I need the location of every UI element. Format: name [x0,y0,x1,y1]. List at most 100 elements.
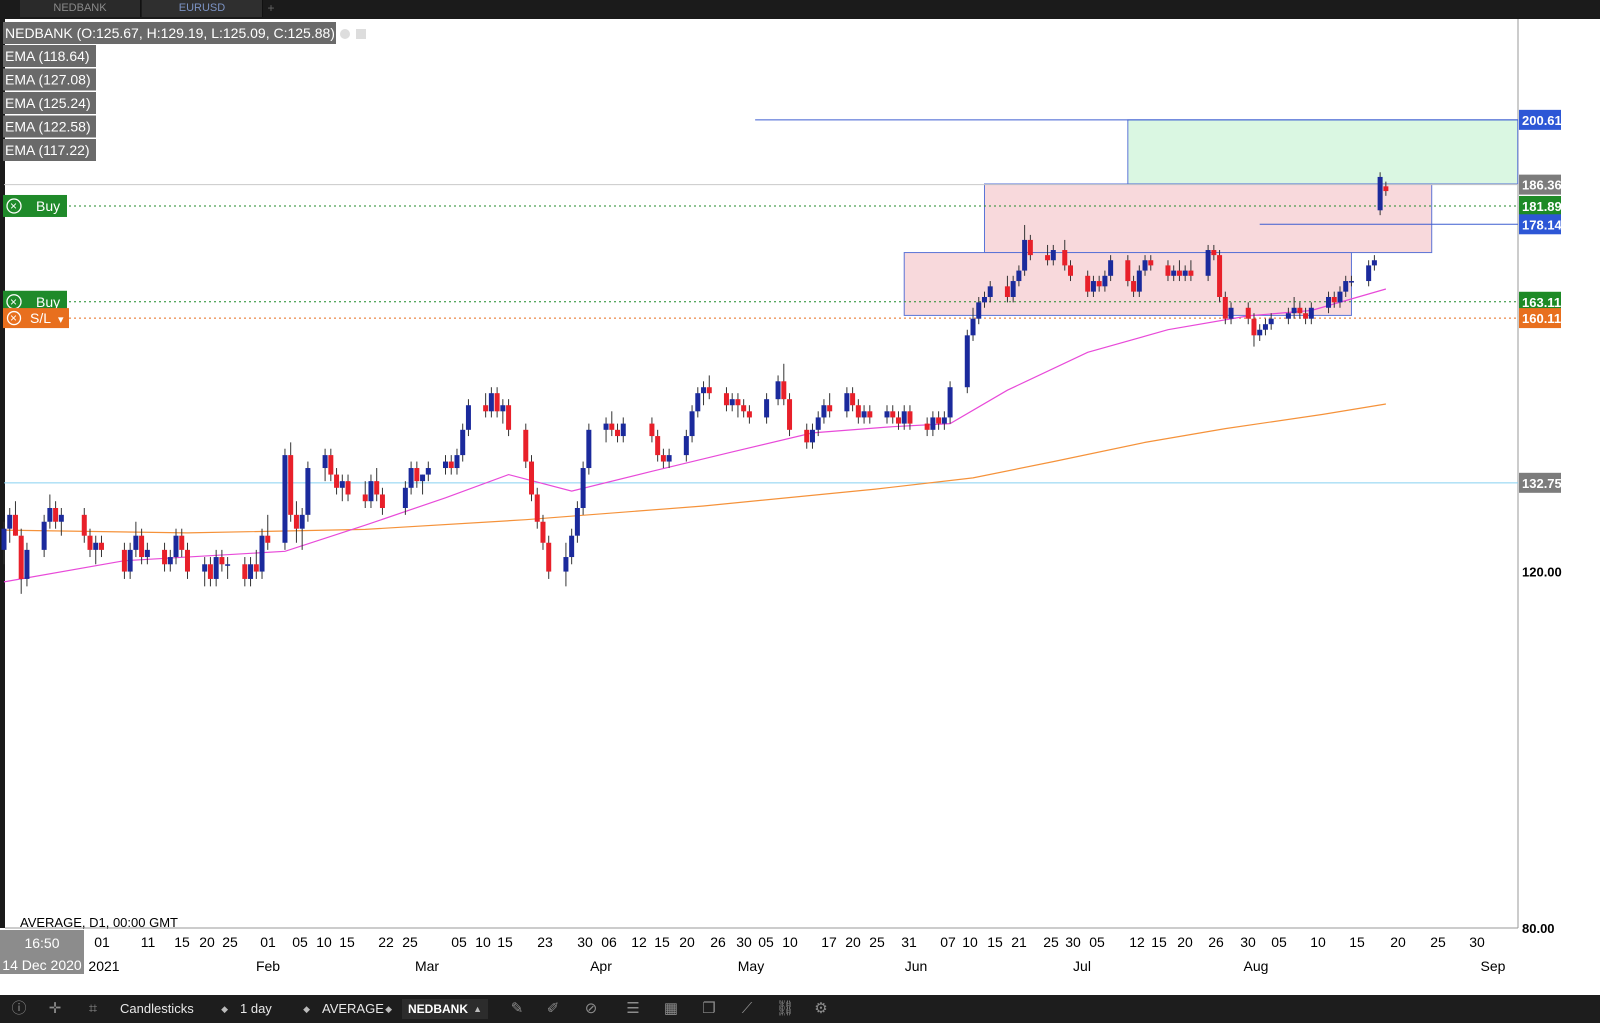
candle [87,528,93,558]
candle [540,514,546,550]
price-label-box-1 [1519,174,1561,195]
candle [563,542,569,587]
candle [259,528,265,579]
order-close-icon-2[interactable] [6,310,22,326]
candle [936,411,942,430]
x-tick-label: 20 [199,934,215,950]
candle [907,405,913,430]
info-icon[interactable]: ⓘ [11,1000,27,1017]
order-sl-tag-2[interactable] [3,308,69,329]
candle-body [867,411,873,418]
candle-body [1262,324,1268,330]
candle [1285,307,1291,325]
candle-body [981,296,987,303]
candle-body [213,557,219,579]
candle-body [844,393,850,412]
settings-gear-icon[interactable]: ⚙ [814,1000,828,1017]
price-mode-select[interactable]: AVERAGE ◆ [318,999,396,1019]
x-tick-label: 05 [1271,934,1287,950]
indicators-icon[interactable]: ☰ [626,1000,640,1017]
candle-body [259,535,265,572]
candle [804,423,810,449]
add-tab-icon[interactable]: + [267,1,275,15]
candle [850,387,856,412]
candle-body [334,474,340,488]
candle-body [98,542,104,550]
candle [586,423,592,475]
candle [18,528,24,594]
trendline-icon[interactable]: ⟋ [741,1000,753,1017]
candle-body [402,487,408,509]
bottom-toolbar: ⓘ ✛ ⌗ Candlesticks ◆ 1 day ◆ AVERAGE ◆ NEDB… [0,995,1600,1023]
candle-body [609,423,615,430]
candle [1176,260,1182,282]
candle-body [1188,270,1194,276]
candle-body [683,436,689,456]
ema-fast-line [3,288,1387,583]
candle [1331,291,1337,308]
x-month-label: Sep [1481,958,1506,974]
candle [299,508,305,550]
candle [701,381,707,406]
candle [569,528,575,565]
x-tick-label: 06 [601,934,617,950]
candle-body [133,535,139,550]
brush-icon[interactable]: ✐ [546,1000,560,1017]
ohlc-header-box [3,22,336,44]
tab-nedbank[interactable]: NEDBANK [20,0,141,17]
header-close-icon[interactable] [356,29,366,39]
hide-icon[interactable]: ⊘ [584,1000,598,1017]
header-settings-icon[interactable] [340,29,350,39]
candle [844,387,850,418]
candle-body [850,393,856,406]
candle-body [970,318,976,336]
candle-body [907,411,913,424]
chart-type-select[interactable]: Candlesticks ◆ [116,999,232,1019]
candle-body [1251,318,1257,336]
candle [1142,255,1148,276]
candle [1366,260,1372,287]
candle-body [179,535,185,550]
symbol-chevron-icon: ▲ [473,1004,482,1014]
candle-body [488,393,494,412]
candle-body [1108,260,1114,276]
candle [941,411,947,430]
templates-icon[interactable]: ❐ [702,1000,716,1017]
tab-eurusd[interactable]: EURUSD [142,0,263,17]
link-icon[interactable]: ⛓ [775,1000,795,1017]
timeframe-select[interactable]: 1 day ◆ [236,999,314,1019]
x-tick-label: 10 [316,934,332,950]
crop-icon[interactable]: ⌗ [88,1000,98,1017]
candle-body [1366,265,1372,282]
pencil-icon[interactable]: ✎ [510,1000,524,1017]
candle-body [775,381,781,400]
candle [1085,270,1091,297]
candle [81,508,87,543]
candle [339,474,345,502]
candle-body [930,417,936,430]
x-tick-label: 07 [940,934,956,950]
candle [1004,275,1010,303]
candle-body [1377,176,1383,211]
candle [764,393,770,424]
candle-body [924,423,930,430]
candle-body [18,535,24,579]
order-close-icon-0[interactable] [6,198,22,214]
symbol-select[interactable]: NEDBANK ▲ [402,999,488,1019]
crosshair-icon[interactable]: ✛ [48,1000,62,1017]
candle-body [58,514,64,522]
candle-body [1257,329,1263,336]
candle [1016,265,1022,287]
candle-body [666,455,672,462]
candle-body [414,468,420,482]
candle-body [1326,296,1332,308]
candle-body [855,405,861,418]
grid-icon[interactable]: ▦ [663,1000,679,1017]
candle [219,549,225,572]
x-tick-label: 15 [1151,934,1167,950]
candle [500,399,506,424]
candle-body [1308,307,1314,319]
candle-body [139,535,145,558]
price-label-8: 80.00 [1522,921,1555,936]
